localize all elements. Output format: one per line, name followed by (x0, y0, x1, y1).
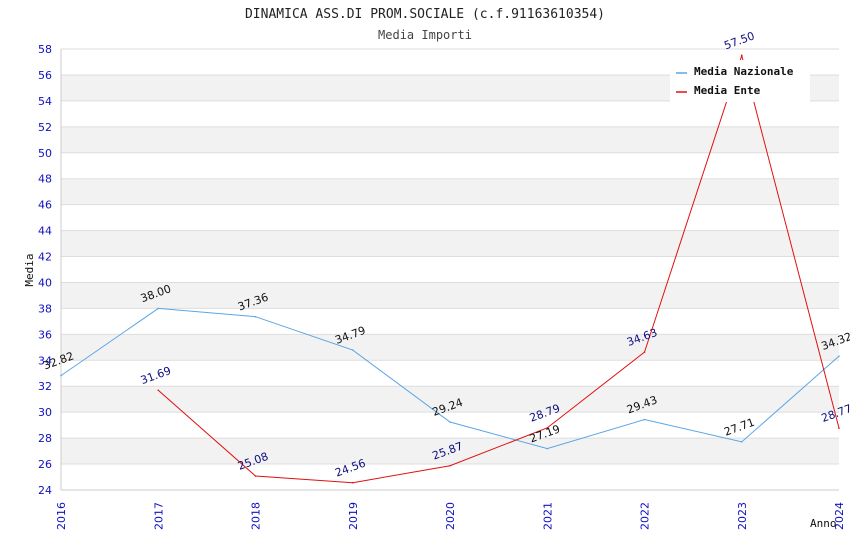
grid-band (61, 256, 839, 283)
y-tick-label: 26 (38, 458, 52, 471)
legend-box (670, 60, 810, 102)
grid-band (61, 100, 839, 127)
data-point (546, 447, 549, 450)
data-point (838, 427, 840, 429)
y-tick-label: 50 (38, 147, 52, 160)
x-tick-label: 2022 (639, 502, 652, 530)
y-tick-label: 42 (38, 251, 52, 264)
y-tick-label: 30 (38, 406, 52, 419)
data-point (546, 427, 549, 429)
y-tick-label: 28 (38, 432, 52, 445)
grid-band (61, 230, 839, 257)
x-tick-label: 2016 (55, 502, 68, 530)
data-point (157, 389, 160, 392)
data-point (60, 374, 62, 377)
y-tick-label: 46 (38, 199, 52, 212)
grid-band (61, 308, 839, 335)
legend: Media Nazionale Media Ente (670, 60, 810, 102)
data-point (740, 441, 743, 443)
x-tick-label: 2019 (347, 502, 360, 530)
grid (60, 48, 839, 491)
y-tick-label: 40 (38, 276, 52, 289)
data-point (351, 481, 354, 484)
series-line-1 (157, 53, 840, 484)
data-point (449, 464, 451, 467)
y-axis-ticks: 24 26 28 30 32 34 36 38 40 42 44 46 48 50 52 54 56 58 (38, 43, 52, 497)
x-axis-ticks: 2016 2017 2018 2019 2020 2021 2022 2023 2024 (55, 502, 846, 530)
data-point (449, 421, 451, 423)
y-tick-label: 58 (38, 43, 52, 56)
y-axis-label: Media (23, 253, 36, 286)
grid-band (61, 438, 839, 465)
x-tick-label: 2023 (736, 502, 749, 530)
grid-band (61, 152, 839, 179)
series-lines (60, 53, 840, 484)
x-axis-label: Anno (810, 517, 837, 530)
x-tick-label: 2020 (444, 502, 457, 530)
y-tick-label: 54 (38, 95, 52, 108)
y-tick-label: 48 (38, 173, 52, 186)
data-point (643, 418, 646, 421)
grid-band (61, 126, 839, 153)
data-point (838, 355, 840, 357)
x-tick-label: 2024 (833, 502, 846, 530)
y-tick-label: 52 (38, 121, 52, 134)
y-tick-label: 36 (38, 328, 52, 341)
y-tick-label: 34 (38, 354, 52, 367)
data-point (254, 475, 257, 477)
x-tick-label: 2018 (250, 502, 263, 530)
y-tick-label: 32 (38, 380, 52, 393)
y-tick-label: 24 (38, 484, 52, 497)
grid-band (61, 464, 839, 490)
data-point (351, 349, 354, 351)
chart-subtitle: Media Importi (378, 28, 472, 42)
data-point (740, 54, 743, 57)
data-point (157, 307, 160, 310)
x-tick-label: 2021 (541, 502, 554, 530)
data-point (643, 351, 646, 353)
grid-band (61, 204, 839, 231)
y-tick-label: 38 (38, 302, 52, 315)
legend-item-ente: Media Ente (694, 84, 761, 97)
grid-band (61, 178, 839, 205)
x-tick-label: 2017 (152, 502, 165, 530)
grid-band (61, 334, 839, 361)
y-tick-label: 44 (38, 225, 52, 238)
grid-band (61, 360, 839, 387)
data-point (254, 315, 257, 318)
y-tick-label: 56 (38, 69, 52, 82)
grid-band (61, 386, 839, 413)
grid-band (61, 282, 839, 309)
legend-item-nazionale: Media Nazionale (694, 65, 794, 78)
grid-band (61, 412, 839, 439)
chart-title: DINAMICA ASS.DI PROM.SOCIALE (c.f.911636… (245, 7, 605, 22)
